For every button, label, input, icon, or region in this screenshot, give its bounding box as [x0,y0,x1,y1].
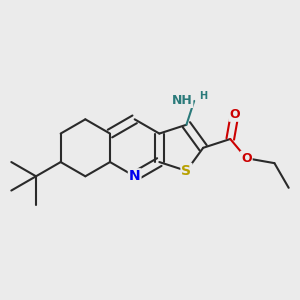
Text: H: H [200,91,208,100]
Text: S: S [182,164,191,178]
Text: O: O [241,152,252,165]
Text: N: N [129,169,140,183]
Text: O: O [229,108,240,121]
Text: NH: NH [172,94,193,107]
